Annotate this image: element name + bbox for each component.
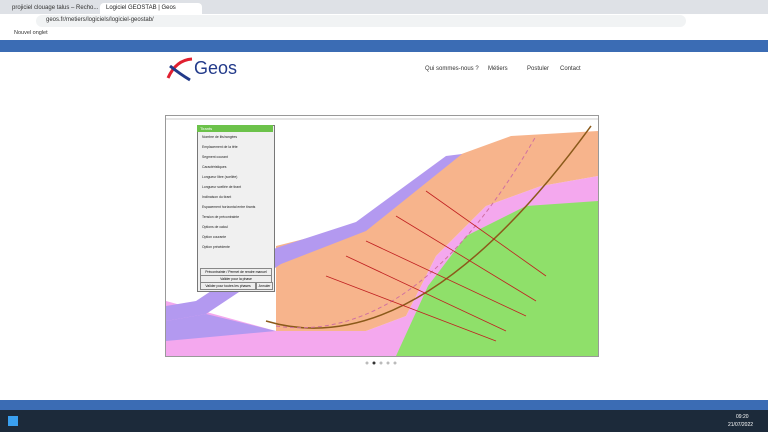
dialog-title: Tirants xyxy=(200,126,213,131)
dialog-label: Option précédente xyxy=(202,245,230,249)
blue-bar xyxy=(0,40,768,52)
tab-active[interactable]: Logiciel GEOSTAB | Geos xyxy=(100,3,202,14)
dialog-label: Longueur libre (scellée) xyxy=(202,175,238,179)
dialog-label: Nombre de lits/rangées xyxy=(202,135,238,139)
nav-link[interactable]: Contact xyxy=(560,66,581,72)
start-button[interactable] xyxy=(8,416,18,426)
tab[interactable]: projiciel clouage talus – Recho... xyxy=(12,5,98,11)
dialog-titlebar xyxy=(197,125,273,132)
carousel-dots[interactable] xyxy=(364,360,398,366)
bookmark[interactable]: Nouvel onglet xyxy=(14,30,48,36)
dialog-label: Caractéristiques xyxy=(202,165,227,169)
clock-date: 21/07/2022 xyxy=(728,422,754,428)
dialog xyxy=(197,125,275,292)
slope-diagram xyxy=(165,115,599,357)
dialog-label: Inclinaison du tirant xyxy=(202,195,232,199)
logo-mark xyxy=(166,57,193,82)
dialog-label: Longueur scellée de tirant xyxy=(202,185,242,189)
address-bar[interactable] xyxy=(36,15,686,27)
dialog-button[interactable]: Annuler xyxy=(256,282,273,290)
dialog-button[interactable]: Valider pour toutes les phases xyxy=(200,282,256,290)
nav-link[interactable]: Métiers xyxy=(488,66,508,72)
taskbar xyxy=(0,410,768,432)
dialog-label: Tension de précontrainte xyxy=(202,215,240,219)
dialog-label: Option courante xyxy=(202,235,227,239)
dialog-label: Segment courant xyxy=(202,155,228,159)
clock-time: 09:20 xyxy=(736,414,749,420)
nav-link[interactable]: Postuler xyxy=(527,66,550,72)
url[interactable]: geos.fr/metiers/logiciels/logiciel-geost… xyxy=(46,17,154,23)
dialog-label: Emplacement de la tête xyxy=(202,145,238,149)
logo[interactable]: Geos xyxy=(194,58,238,78)
nav-link[interactable]: Qui sommes-nous ? xyxy=(425,66,479,72)
footer-bar xyxy=(0,400,768,410)
dialog-label: Espacement horizontal entre tirants xyxy=(202,205,256,209)
dialog-label: Options de calcul xyxy=(202,225,229,229)
